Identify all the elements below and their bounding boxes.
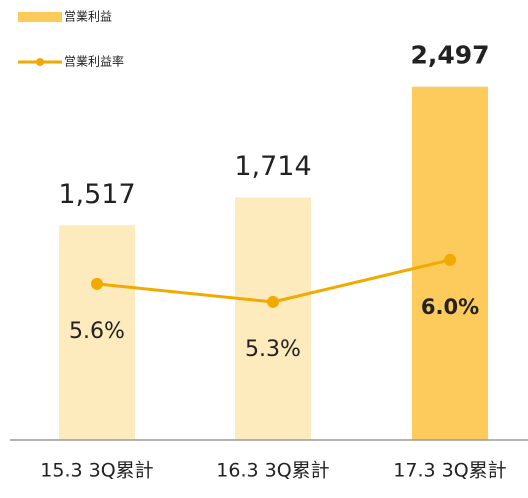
x-tick-label: 15.3 3Q累計 — [40, 460, 153, 482]
legend-swatch — [18, 12, 62, 22]
legend-label: 営業利益率 — [64, 54, 124, 69]
line-value-label: 6.0% — [421, 295, 479, 319]
bar — [59, 225, 135, 440]
line-marker — [91, 277, 103, 290]
line-value-label: 5.3% — [245, 337, 301, 362]
bar-value-label: 2,497 — [410, 41, 489, 70]
legend-label: 営業利益 — [64, 10, 112, 24]
line-value-label: 5.6% — [69, 319, 125, 344]
bar — [235, 197, 311, 440]
x-tick-label: 16.3 3Q累計 — [216, 460, 329, 482]
x-tick-label: 17.3 3Q累計 — [393, 460, 506, 482]
line-marker — [444, 253, 456, 266]
bar-value-label: 1,517 — [58, 179, 135, 210]
line-marker — [267, 295, 279, 308]
legend-marker — [36, 58, 44, 66]
bar-value-label: 1,714 — [234, 151, 311, 182]
